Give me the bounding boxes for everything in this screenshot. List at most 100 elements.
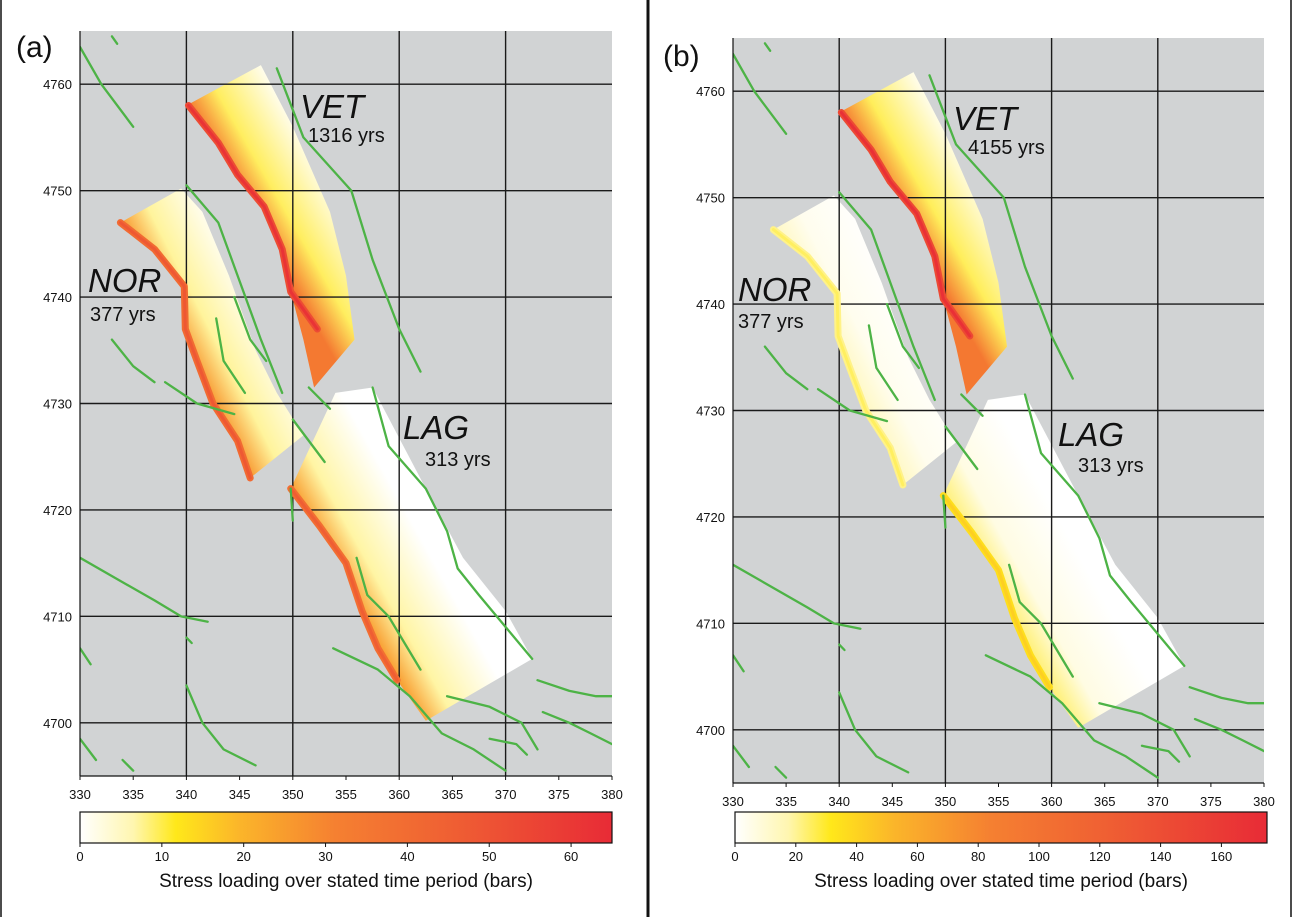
mapped-fault xyxy=(960,393,984,417)
x-tick-label: 380 xyxy=(601,787,623,802)
fault-trace-core-lag xyxy=(289,487,399,682)
colorbar-tick-label: 0 xyxy=(76,849,83,864)
mapped-fault xyxy=(541,710,612,746)
y-tick-label: 4700 xyxy=(43,716,72,731)
fault-name-lag: LAG xyxy=(1058,416,1124,453)
mapped-fault xyxy=(838,191,936,402)
mapped-fault xyxy=(121,758,135,772)
fault-period-nor: 377 yrs xyxy=(738,311,804,333)
fault-period-nor: 377 yrs xyxy=(90,304,156,326)
mapped-fault xyxy=(733,654,745,673)
x-tick-label: 330 xyxy=(69,787,91,802)
mapped-fault xyxy=(445,695,539,751)
fault-period-lag: 313 yrs xyxy=(425,449,491,471)
mapped-fault xyxy=(885,302,921,370)
mapped-fault xyxy=(291,418,326,464)
x-tick-label: 365 xyxy=(442,787,464,802)
colorbar xyxy=(79,811,613,844)
mapped-fault xyxy=(944,425,979,471)
mapped-fault xyxy=(110,338,156,384)
mapped-fault xyxy=(163,381,236,416)
fault-period-vet: 1316 yrs xyxy=(308,125,385,147)
mapped-fault xyxy=(774,765,788,779)
x-tick-label: 375 xyxy=(1200,794,1222,809)
mapped-fault xyxy=(733,744,751,769)
mapped-fault xyxy=(838,643,846,652)
colorbar-tick-label: 120 xyxy=(1089,849,1111,864)
colorbar-tick-label: 10 xyxy=(155,849,169,864)
mapped-fault xyxy=(984,654,1159,779)
panel-label: (a) xyxy=(16,31,53,64)
y-tick-label: 4730 xyxy=(43,397,72,412)
y-tick-label: 4710 xyxy=(696,616,725,631)
panel-a: 330 335 340 345 350 355 360 365 370 375 380 4700 471… xyxy=(16,31,623,892)
mapped-fault xyxy=(1098,702,1191,758)
mapped-fault xyxy=(488,737,529,756)
mapped-fault xyxy=(733,52,788,135)
colorbar-tick-label: 20 xyxy=(789,849,803,864)
mapped-fault xyxy=(733,563,862,630)
x-tick-label: 345 xyxy=(229,787,251,802)
fault-period-vet: 4155 yrs xyxy=(968,137,1045,159)
mapped-fault xyxy=(1188,686,1264,705)
mapped-fault xyxy=(371,386,534,661)
fault-name-lag: LAG xyxy=(403,409,469,446)
x-tick-label: 370 xyxy=(1147,794,1169,809)
colorbar-label: Stress loading over stated time period (… xyxy=(159,871,533,892)
x-tick-label: 335 xyxy=(775,794,797,809)
x-tick-label: 380 xyxy=(1253,794,1275,809)
mapped-fault xyxy=(185,684,257,767)
fault-name-nor: NOR xyxy=(738,271,811,308)
mapped-fault xyxy=(80,647,92,666)
y-tick-label: 4710 xyxy=(43,609,72,624)
x-tick-label: 340 xyxy=(176,787,198,802)
mapped-fault xyxy=(185,184,284,395)
y-tick-label: 4700 xyxy=(696,723,725,738)
x-tick-label: 360 xyxy=(388,787,410,802)
mapped-fault xyxy=(838,691,910,774)
colorbar-label: Stress loading over stated time period (… xyxy=(814,871,1188,892)
colorbar-tick-label: 80 xyxy=(971,849,985,864)
colorbar-tick-label: 0 xyxy=(731,849,738,864)
mapped-fault xyxy=(355,556,422,671)
colorbar-tick-label: 30 xyxy=(318,849,332,864)
x-tick-label: 340 xyxy=(828,794,850,809)
mapped-fault xyxy=(80,556,209,623)
stress-patch-vet xyxy=(186,65,355,388)
x-tick-label: 350 xyxy=(282,787,304,802)
mapped-fault xyxy=(307,386,332,410)
colorbar-tick-label: 40 xyxy=(849,849,863,864)
x-tick-label: 355 xyxy=(988,794,1010,809)
mapped-fault xyxy=(275,67,422,373)
mapped-fault xyxy=(80,45,135,128)
mapped-fault xyxy=(1023,393,1186,668)
fault-period-lag: 313 yrs xyxy=(1078,455,1144,477)
colorbar xyxy=(734,811,1268,844)
fault-trace-core-vet xyxy=(839,111,972,338)
stress-patch-lag xyxy=(290,387,533,721)
y-tick-label: 4750 xyxy=(696,191,725,206)
fault-name-vet: VET xyxy=(300,88,367,125)
mapped-fault xyxy=(80,737,98,762)
mapped-fault xyxy=(110,35,119,45)
mapped-fault xyxy=(928,74,1074,380)
colorbar-tick-label: 60 xyxy=(910,849,924,864)
colorbar-tick-label: 20 xyxy=(236,849,250,864)
colorbar-tick-label: 40 xyxy=(400,849,414,864)
plot-area xyxy=(733,38,1264,783)
plot-area xyxy=(80,31,612,776)
mapped-fault xyxy=(942,494,947,529)
colorbar-tick-label: 50 xyxy=(482,849,496,864)
mapped-fault xyxy=(867,324,899,402)
colorbar-tick-label: 60 xyxy=(564,849,578,864)
panel-label: (b) xyxy=(663,40,700,73)
panel-b: 330 335 340 345 350 355 360 365 370 375 380 4700 471… xyxy=(663,38,1275,892)
mapped-fault xyxy=(233,295,268,363)
x-tick-label: 360 xyxy=(1041,794,1063,809)
fault-trace-core-nor xyxy=(118,221,252,480)
mapped-fault xyxy=(185,636,193,645)
colorbar-tick-label: 100 xyxy=(1028,849,1050,864)
mapped-fault xyxy=(1140,744,1181,763)
x-tick-label: 365 xyxy=(1094,794,1116,809)
